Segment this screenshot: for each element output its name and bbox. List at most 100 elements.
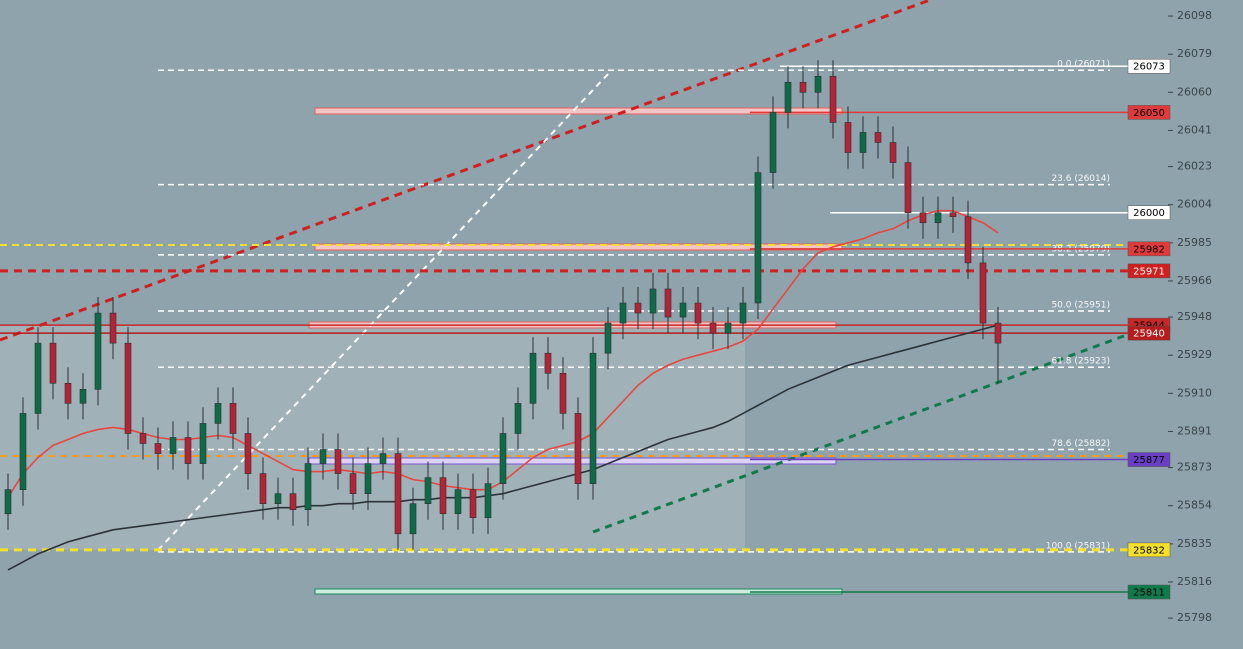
candle-body: [769, 112, 777, 173]
y-tick-label: 25835: [1177, 537, 1212, 550]
candle-body: [229, 403, 237, 434]
candle-body: [424, 477, 432, 505]
level-badge-label: 25811: [1133, 588, 1165, 599]
candle-body: [109, 312, 117, 344]
level-badge-label: 26050: [1133, 108, 1165, 119]
candle-body: [859, 132, 867, 153]
candle-body: [574, 413, 582, 484]
level-badge-label: 25832: [1133, 545, 1165, 556]
candle-body: [589, 352, 597, 484]
candle-body: [724, 322, 732, 334]
level-badge: [1127, 241, 1171, 257]
candle-body: [634, 302, 642, 314]
level-badge-label: 25982: [1133, 244, 1165, 255]
candle-body: [559, 372, 567, 414]
candle-body: [919, 212, 927, 224]
candle-body: [319, 449, 327, 464]
candle-body: [139, 433, 147, 444]
candle-body: [154, 443, 162, 454]
candle-body: [214, 403, 222, 424]
candle-body: [529, 352, 537, 404]
fib-label: 100.0 (25831): [1046, 541, 1110, 551]
y-tick-label: 26098: [1177, 9, 1212, 22]
candle-body: [949, 212, 957, 218]
candle-body: [934, 212, 942, 224]
candle-body: [259, 473, 267, 505]
candle-body: [124, 342, 132, 434]
candle-body: [844, 122, 852, 153]
plot: 26098 26079 26060 26041 26023 26004 25985 25966…: [0, 9, 1212, 624]
candle-body: [889, 142, 897, 163]
y-tick-label: 25910: [1177, 386, 1212, 399]
candle-body: [664, 288, 672, 318]
level-badge: [1127, 205, 1171, 220]
zone: [308, 457, 837, 465]
candle-body: [184, 437, 192, 464]
level-badge-label: 25940: [1133, 329, 1165, 340]
level-badge-label: 26000: [1133, 208, 1165, 219]
trend-line: [592, 328, 1141, 534]
candle-body: [799, 81, 807, 93]
y-tick-label: 25798: [1177, 611, 1212, 624]
y-tick-label: 25966: [1177, 274, 1212, 287]
y-tick-label: 25854: [1177, 499, 1212, 512]
candle-body: [994, 322, 1002, 344]
candle-body: [64, 382, 72, 404]
candle-body: [874, 132, 882, 143]
fib-label: 61.8 (25923): [1051, 357, 1110, 367]
candle-body: [439, 477, 447, 515]
candle-body: [979, 262, 987, 324]
candle-body: [829, 75, 837, 123]
y-tick-label: 25873: [1177, 461, 1212, 474]
candle-body: [784, 81, 792, 113]
candle-body: [709, 322, 717, 334]
level-badge: [1127, 263, 1171, 279]
level-badge: [1127, 58, 1171, 74]
y-tick-label: 25985: [1177, 236, 1212, 249]
candle-body: [349, 473, 357, 494]
candle-body: [604, 322, 612, 354]
y-tick-label: 25948: [1177, 310, 1212, 323]
fib-label: 0.0 (26071): [1057, 60, 1110, 70]
candle-body: [94, 312, 102, 390]
candle-body: [964, 216, 972, 264]
candle-body: [79, 389, 87, 404]
y-tick-label: 26079: [1177, 47, 1212, 60]
fib-label: 50.0 (25951): [1051, 301, 1110, 311]
candle-body: [304, 463, 312, 511]
y-tick-label: 26060: [1177, 85, 1212, 98]
candle-body: [904, 162, 912, 214]
level-badge: [1127, 325, 1171, 341]
highlight-zone: [0, 325, 745, 550]
candle-body: [244, 433, 252, 474]
level-badge-label: 26073: [1133, 62, 1165, 73]
candle-body: [19, 413, 27, 490]
fib-label: 23.6 (26014): [1051, 174, 1110, 184]
candle-body: [49, 342, 57, 384]
zone: [314, 107, 843, 115]
y-tick-label: 25929: [1177, 348, 1212, 361]
candle-body: [694, 302, 702, 324]
fib-label: 78.6 (25882): [1051, 439, 1110, 449]
candle-body: [679, 302, 687, 318]
candle-body: [814, 75, 822, 93]
y-tick-label: 26004: [1177, 198, 1212, 211]
candle-body: [169, 437, 177, 454]
candle-body: [274, 493, 282, 505]
candle-body: [4, 489, 12, 515]
y-tick-label: 25816: [1177, 575, 1212, 588]
candle-body: [754, 172, 762, 304]
candle-body: [394, 453, 402, 535]
candle-body: [484, 483, 492, 519]
y-tick-label: 26023: [1177, 160, 1212, 173]
level-badge-label: 25971: [1133, 266, 1165, 277]
level-badge: [1127, 105, 1171, 120]
candle-body: [454, 489, 462, 515]
level-badge: [1127, 542, 1171, 558]
candle-body: [409, 503, 417, 535]
candle-body: [379, 453, 387, 464]
candle-body: [334, 449, 342, 474]
level-badge: [1127, 584, 1171, 600]
